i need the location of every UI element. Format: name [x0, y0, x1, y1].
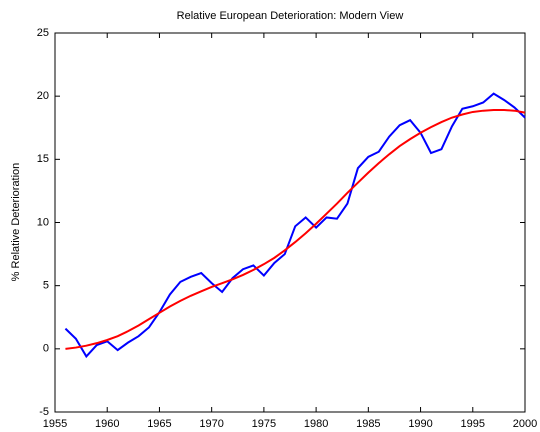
x-tick-label: 1955	[43, 418, 67, 430]
x-tick-label: 1970	[199, 418, 223, 430]
data-line	[64, 92, 526, 359]
x-tick-label: 1995	[461, 418, 485, 430]
y-tick-label: 25	[37, 27, 49, 39]
x-tick-label: 1960	[95, 418, 119, 430]
x-tick-label: 1985	[356, 418, 380, 430]
y-tick-label: -5	[39, 406, 49, 418]
y-axis-label: % Relative Deterioration	[10, 163, 22, 282]
x-tick-label: 2000	[513, 418, 537, 430]
y-tick-label: 5	[43, 280, 49, 292]
chart-title: Relative European Deterioration: Modern …	[177, 10, 404, 22]
y-tick-label: 20	[37, 90, 49, 102]
x-tick-label: 1980	[304, 418, 328, 430]
y-tick-label: 0	[43, 343, 49, 355]
data-line	[65, 109, 526, 350]
x-tick-label: 1990	[408, 418, 432, 430]
plot-frame	[54, 32, 526, 413]
y-tick-label: 15	[37, 153, 49, 165]
y-tick-label: 10	[37, 216, 49, 228]
x-tick-label: 1965	[147, 418, 171, 430]
x-tick-label: 1975	[252, 418, 276, 430]
